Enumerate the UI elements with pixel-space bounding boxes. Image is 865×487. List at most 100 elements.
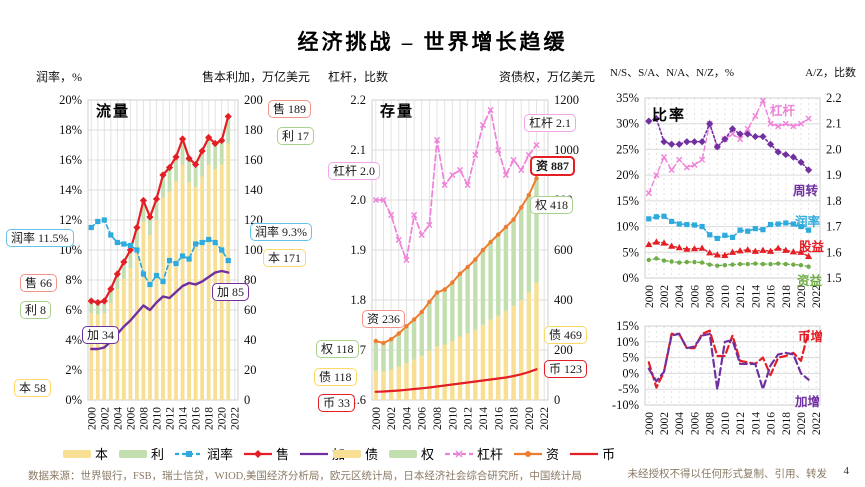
- legend-item-币: 币: [570, 447, 616, 462]
- svg-text:2020: 2020: [217, 407, 229, 430]
- svg-text:1.9: 1.9: [826, 168, 842, 182]
- svg-text:100: 100: [244, 243, 263, 257]
- svg-text:1.9: 1.9: [350, 243, 366, 257]
- svg-text:20: 20: [244, 363, 257, 377]
- legend-item-售: 售: [243, 444, 289, 463]
- svg-text:4%: 4%: [65, 333, 82, 347]
- callout-value-added-start: 加 34: [82, 326, 120, 344]
- legend-item-杠杆: 杠杆: [444, 444, 503, 463]
- svg-text:20%: 20%: [59, 93, 82, 107]
- svg-text:10%: 10%: [616, 220, 639, 234]
- svg-text:2008: 2008: [705, 285, 717, 308]
- svg-text:2004: 2004: [401, 407, 413, 430]
- svg-text:2008: 2008: [705, 412, 717, 435]
- svg-text:2000: 2000: [371, 407, 383, 430]
- growth-label-va-growth: 加增: [795, 395, 821, 409]
- svg-text:400: 400: [554, 293, 573, 307]
- ratio-panel-label: 比率: [652, 107, 687, 124]
- svg-text:40: 40: [244, 333, 257, 347]
- svg-text:2012: 2012: [735, 412, 747, 435]
- callout-profit-end: 利 17: [277, 127, 315, 145]
- growth-chart: 15%10%5%0%-5%-10%2000 2002 2004 2006 2008 201…: [612, 319, 823, 435]
- svg-text:1.8: 1.8: [826, 194, 842, 208]
- svg-text:30%: 30%: [616, 117, 639, 131]
- svg-text:2014: 2014: [750, 412, 762, 435]
- svg-text:2012: 2012: [463, 407, 475, 430]
- svg-text:1.5: 1.5: [826, 271, 842, 285]
- svg-text:5%: 5%: [622, 351, 639, 365]
- callout-profit-start: 利 8: [20, 301, 52, 319]
- svg-text:2002: 2002: [99, 407, 111, 430]
- ratio-label-profit-rate: 润率: [795, 215, 821, 229]
- ratio-label-leverage: 杠杆: [770, 104, 796, 118]
- svg-text:2022: 2022: [811, 412, 823, 435]
- callout-money-end: 币 123: [544, 360, 588, 378]
- legend-item-债: 债: [332, 444, 378, 463]
- legend-item-本: 本: [62, 444, 108, 463]
- callout-debt-start: 债 118: [314, 368, 357, 386]
- svg-text:2008: 2008: [138, 407, 150, 430]
- callout-profit-rate-end: 润率 9.3%: [250, 223, 312, 241]
- growth-label-money-growth: 币增: [798, 330, 824, 344]
- callout-assets-end: 资 887: [530, 156, 576, 176]
- page-title: 经济挑战 – 世界增长趋缓: [297, 30, 568, 54]
- ratio-label-roa: 资益: [797, 274, 823, 288]
- ratio-chart: 35% 30% 25% 20% 15% 10% 5% 0% 2.2 2.1 2.0 1.9 1.8 1.7…: [616, 91, 842, 308]
- callout-equity-end: 权 418: [530, 196, 574, 214]
- callout-money-start: 币 33: [318, 394, 356, 412]
- svg-text:2020: 2020: [796, 412, 808, 435]
- svg-text:0%: 0%: [622, 366, 639, 380]
- svg-text:25%: 25%: [616, 142, 639, 156]
- svg-text:1.6: 1.6: [826, 245, 842, 259]
- svg-text:60: 60: [244, 303, 257, 317]
- svg-text:8%: 8%: [65, 273, 82, 287]
- svg-text:2022: 2022: [539, 407, 551, 430]
- svg-text:2022: 2022: [230, 407, 242, 430]
- svg-text:0: 0: [244, 393, 250, 407]
- callout-value-added-end: 加 85: [212, 283, 250, 301]
- svg-text:16%: 16%: [59, 153, 82, 167]
- svg-text:2012: 2012: [165, 407, 177, 430]
- flow-legend: 本利润率售加: [62, 444, 345, 463]
- legend-item-利: 利: [118, 444, 164, 463]
- ratio-label-roe: 股益: [799, 240, 825, 254]
- legend-item-润率: 润率: [174, 444, 233, 463]
- callout-cost-start: 本 58: [14, 379, 52, 397]
- callout-sales-end: 售 189: [268, 100, 312, 118]
- svg-text:2002: 2002: [659, 285, 671, 308]
- flow-right-axis-title: 售本利加，万亿美元: [201, 70, 310, 84]
- svg-text:0: 0: [554, 393, 560, 407]
- svg-text:2006: 2006: [417, 407, 429, 430]
- svg-text:14%: 14%: [59, 183, 82, 197]
- svg-text:2.1: 2.1: [350, 143, 366, 157]
- svg-text:2008: 2008: [432, 407, 444, 430]
- svg-text:2.2: 2.2: [826, 91, 842, 105]
- svg-text:2018: 2018: [204, 407, 216, 430]
- svg-text:2006: 2006: [689, 412, 701, 435]
- svg-text:2010: 2010: [447, 407, 459, 430]
- svg-text:2006: 2006: [125, 407, 137, 430]
- svg-text:2000: 2000: [644, 412, 656, 435]
- svg-text:2020: 2020: [524, 407, 536, 430]
- svg-text:2018: 2018: [781, 412, 793, 435]
- flow-panel-label: 流量: [96, 103, 131, 120]
- svg-text:2004: 2004: [674, 412, 686, 435]
- callout-sales-start: 售 66: [20, 274, 58, 292]
- svg-text:2018: 2018: [781, 285, 793, 308]
- svg-text:160: 160: [244, 153, 263, 167]
- svg-text:200: 200: [554, 343, 573, 357]
- callout-cost-end: 本 171: [263, 249, 307, 267]
- svg-text:6%: 6%: [65, 303, 82, 317]
- svg-text:2010: 2010: [720, 412, 732, 435]
- svg-text:1000: 1000: [554, 143, 579, 157]
- svg-text:2004: 2004: [674, 285, 686, 308]
- svg-text:600: 600: [554, 243, 573, 257]
- svg-text:140: 140: [244, 183, 263, 197]
- svg-text:2.1: 2.1: [826, 117, 842, 131]
- svg-text:-10%: -10%: [612, 398, 639, 412]
- svg-text:2006: 2006: [689, 285, 701, 308]
- callout-profit-rate-start: 润率 11.5%: [6, 229, 74, 247]
- svg-text:2014: 2014: [478, 407, 490, 430]
- svg-text:2014: 2014: [750, 285, 762, 308]
